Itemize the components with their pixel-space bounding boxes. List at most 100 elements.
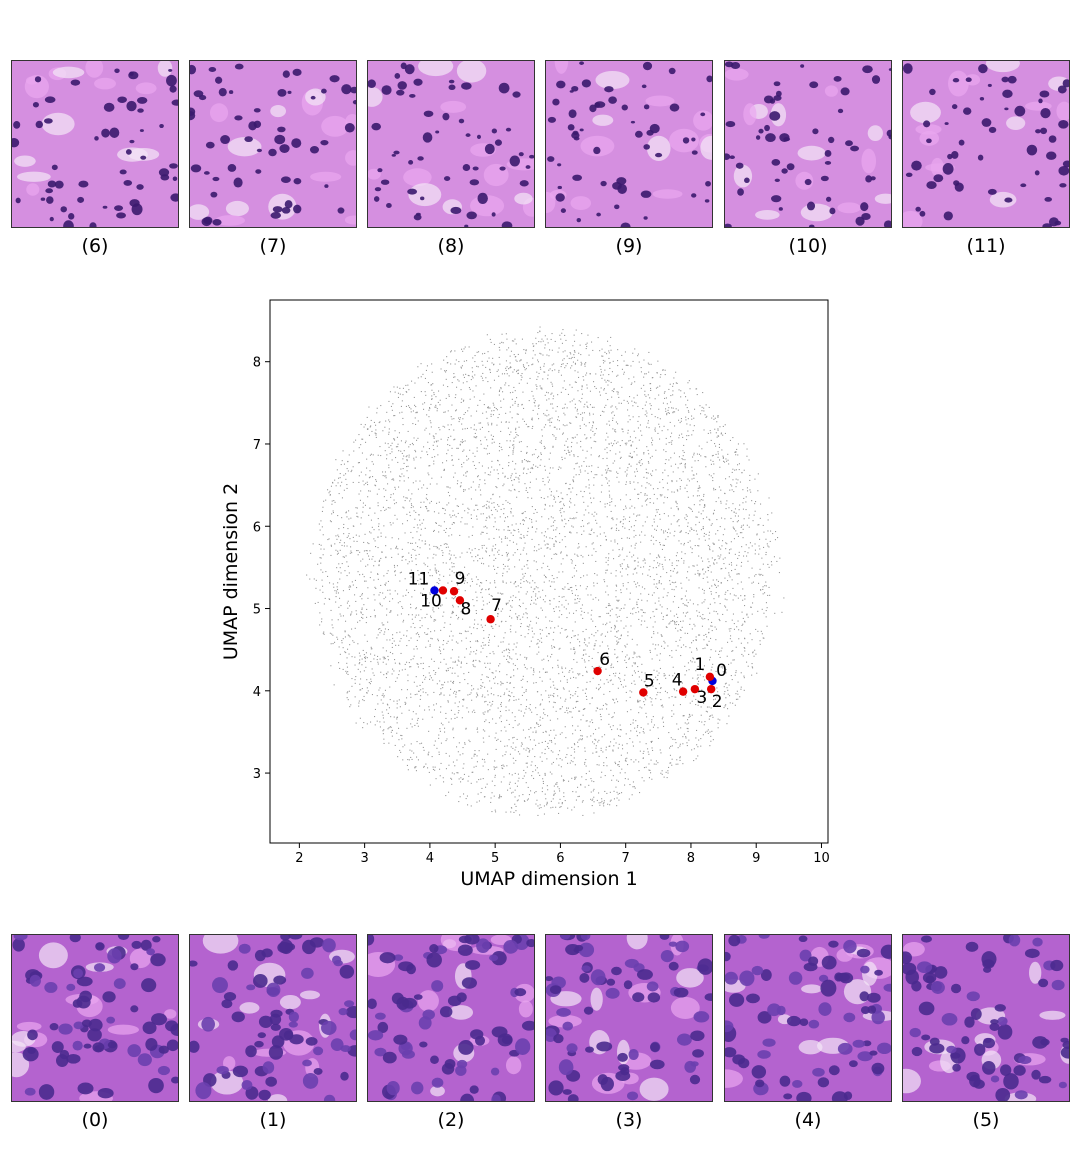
embedding-point [379, 726, 381, 728]
embedding-point [610, 799, 612, 801]
embedding-point [507, 529, 509, 531]
embedding-point [699, 405, 701, 407]
embedding-point [515, 343, 517, 345]
embedding-point [359, 659, 361, 661]
embedding-point [388, 428, 390, 430]
embedding-point [410, 637, 412, 639]
embedding-point [382, 656, 384, 658]
embedding-point [602, 751, 604, 753]
embedding-point [509, 781, 511, 783]
embedding-point [674, 530, 676, 532]
embedding-point [710, 439, 712, 441]
embedding-point [687, 662, 689, 664]
embedding-point [520, 582, 522, 584]
embedding-point [693, 565, 695, 567]
embedding-point [724, 518, 726, 520]
embedding-point [765, 616, 767, 618]
embedding-point [393, 564, 395, 566]
embedding-point [476, 351, 478, 353]
embedding-point [598, 456, 600, 458]
embedding-point [540, 724, 542, 726]
embedding-point [569, 451, 571, 453]
embedding-point [630, 625, 632, 627]
embedding-point [344, 651, 346, 653]
embedding-point [425, 646, 427, 648]
embedding-point [702, 618, 704, 620]
embedding-point [544, 465, 546, 467]
embedding-point [678, 624, 680, 626]
embedding-point [355, 439, 357, 441]
embedding-point [429, 407, 431, 409]
embedding-point [637, 700, 639, 702]
embedding-point [522, 602, 524, 604]
embedding-point [692, 640, 694, 642]
embedding-point [475, 489, 477, 491]
embedding-point [396, 722, 398, 724]
embedding-point [631, 638, 633, 640]
embedding-point [596, 574, 598, 576]
embedding-point [410, 607, 412, 609]
embedding-point [324, 597, 326, 599]
embedding-point [655, 676, 657, 678]
embedding-point [469, 653, 471, 655]
embedding-point [570, 446, 572, 448]
embedding-point [633, 481, 635, 483]
embedding-point [534, 582, 536, 584]
embedding-point [621, 354, 623, 356]
embedding-point [508, 462, 510, 464]
embedding-point [711, 666, 713, 668]
embedding-point [339, 667, 341, 669]
embedding-point [579, 710, 581, 712]
embedding-point [455, 359, 457, 361]
embedding-point [469, 398, 471, 400]
embedding-point [741, 472, 743, 474]
embedding-point [423, 519, 425, 521]
embedding-point [565, 698, 567, 700]
embedding-point [670, 737, 672, 739]
embedding-point [614, 505, 616, 507]
embedding-point [488, 593, 490, 595]
embedding-point [737, 620, 739, 622]
embedding-point [511, 480, 513, 482]
embedding-point [563, 792, 565, 794]
embedding-point [582, 689, 584, 691]
embedding-point [362, 614, 364, 616]
embedding-point [531, 419, 533, 421]
embedding-point [606, 708, 608, 710]
embedding-point [436, 445, 438, 447]
embedding-point [515, 760, 517, 762]
embedding-point [416, 685, 418, 687]
embedding-point [472, 371, 474, 373]
embedding-point [571, 777, 573, 779]
embedding-point [708, 474, 710, 476]
embedding-point [580, 354, 582, 356]
embedding-point [547, 543, 549, 545]
embedding-point [770, 561, 772, 563]
embedding-point [658, 555, 660, 557]
embedding-point [470, 415, 472, 417]
embedding-point [761, 557, 763, 559]
embedding-point [459, 486, 461, 488]
embedding-point [595, 739, 597, 741]
embedding-point [693, 454, 695, 456]
embedding-point [500, 796, 502, 798]
embedding-point [502, 503, 504, 505]
embedding-point [517, 373, 519, 375]
embedding-point [739, 504, 741, 506]
embedding-point [637, 420, 639, 422]
embedding-point [463, 474, 465, 476]
embedding-point [595, 751, 597, 753]
embedding-point [683, 542, 685, 544]
embedding-point [629, 481, 631, 483]
embedding-point [412, 548, 414, 550]
embedding-point [439, 728, 441, 730]
embedding-point [415, 412, 417, 414]
embedding-point [551, 581, 553, 583]
embedding-point [522, 523, 524, 525]
embedding-point [573, 676, 575, 678]
embedding-point [718, 443, 720, 445]
embedding-point [581, 735, 583, 737]
embedding-point [582, 708, 584, 710]
embedding-point [358, 493, 360, 495]
embedding-point [654, 430, 656, 432]
